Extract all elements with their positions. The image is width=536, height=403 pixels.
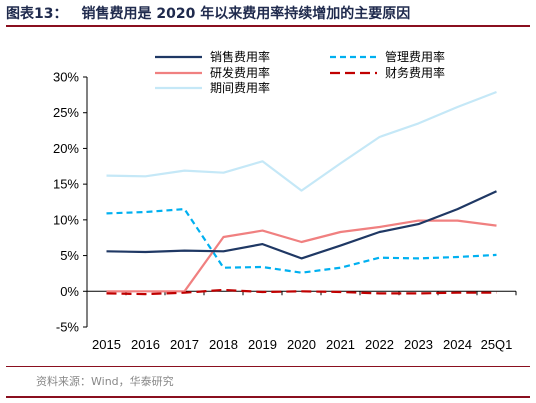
legend-label: 期间费用率 xyxy=(210,80,270,95)
x-tick-label: 2018 xyxy=(209,337,238,352)
legend-label: 研发费用率 xyxy=(210,65,270,80)
y-tick-label: 10% xyxy=(53,212,79,227)
figure-title-text: 销售费用是 2020 年以来费用率持续增加的主要原因 xyxy=(81,6,411,22)
y-tick-label: -5% xyxy=(56,320,80,335)
series-line-3 xyxy=(106,219,497,293)
y-tick-label: 5% xyxy=(60,248,79,263)
x-tick-label: 2016 xyxy=(131,337,160,352)
source-note: 资料来源：Wind，华泰研究 xyxy=(36,375,174,388)
x-tick-label: 2023 xyxy=(404,337,433,352)
series-line-1 xyxy=(106,190,497,260)
x-tick-label: 2024 xyxy=(443,337,472,352)
footer-divider xyxy=(6,366,530,367)
y-tick-label: 15% xyxy=(53,177,79,192)
x-tick-label: 2015 xyxy=(92,337,121,352)
x-tick-label: 2022 xyxy=(365,337,394,352)
y-tick-label: 30% xyxy=(53,70,79,85)
figure-number: 图表13： xyxy=(6,6,68,22)
legend-label: 管理费用率 xyxy=(385,49,445,64)
series-line-5 xyxy=(106,90,497,192)
figure-title: 图表13： 销售费用是 2020 年以来费用率持续增加的主要原因 xyxy=(6,3,530,27)
y-tick-label: 0% xyxy=(60,284,79,299)
legend-label: 销售费用率 xyxy=(210,49,270,64)
x-tick-label: 2021 xyxy=(326,337,355,352)
legend-label: 财务费用率 xyxy=(385,65,445,80)
x-tick-label: 2017 xyxy=(170,337,199,352)
series-line-4 xyxy=(106,288,497,296)
bottom-divider xyxy=(6,396,530,398)
x-tick-label: 25Q1 xyxy=(481,337,513,352)
y-tick-label: 25% xyxy=(53,105,79,120)
x-tick-label: 2019 xyxy=(248,337,277,352)
series-line-2 xyxy=(106,208,497,274)
x-tick-label: 2020 xyxy=(287,337,316,352)
y-tick-label: 20% xyxy=(53,141,79,156)
